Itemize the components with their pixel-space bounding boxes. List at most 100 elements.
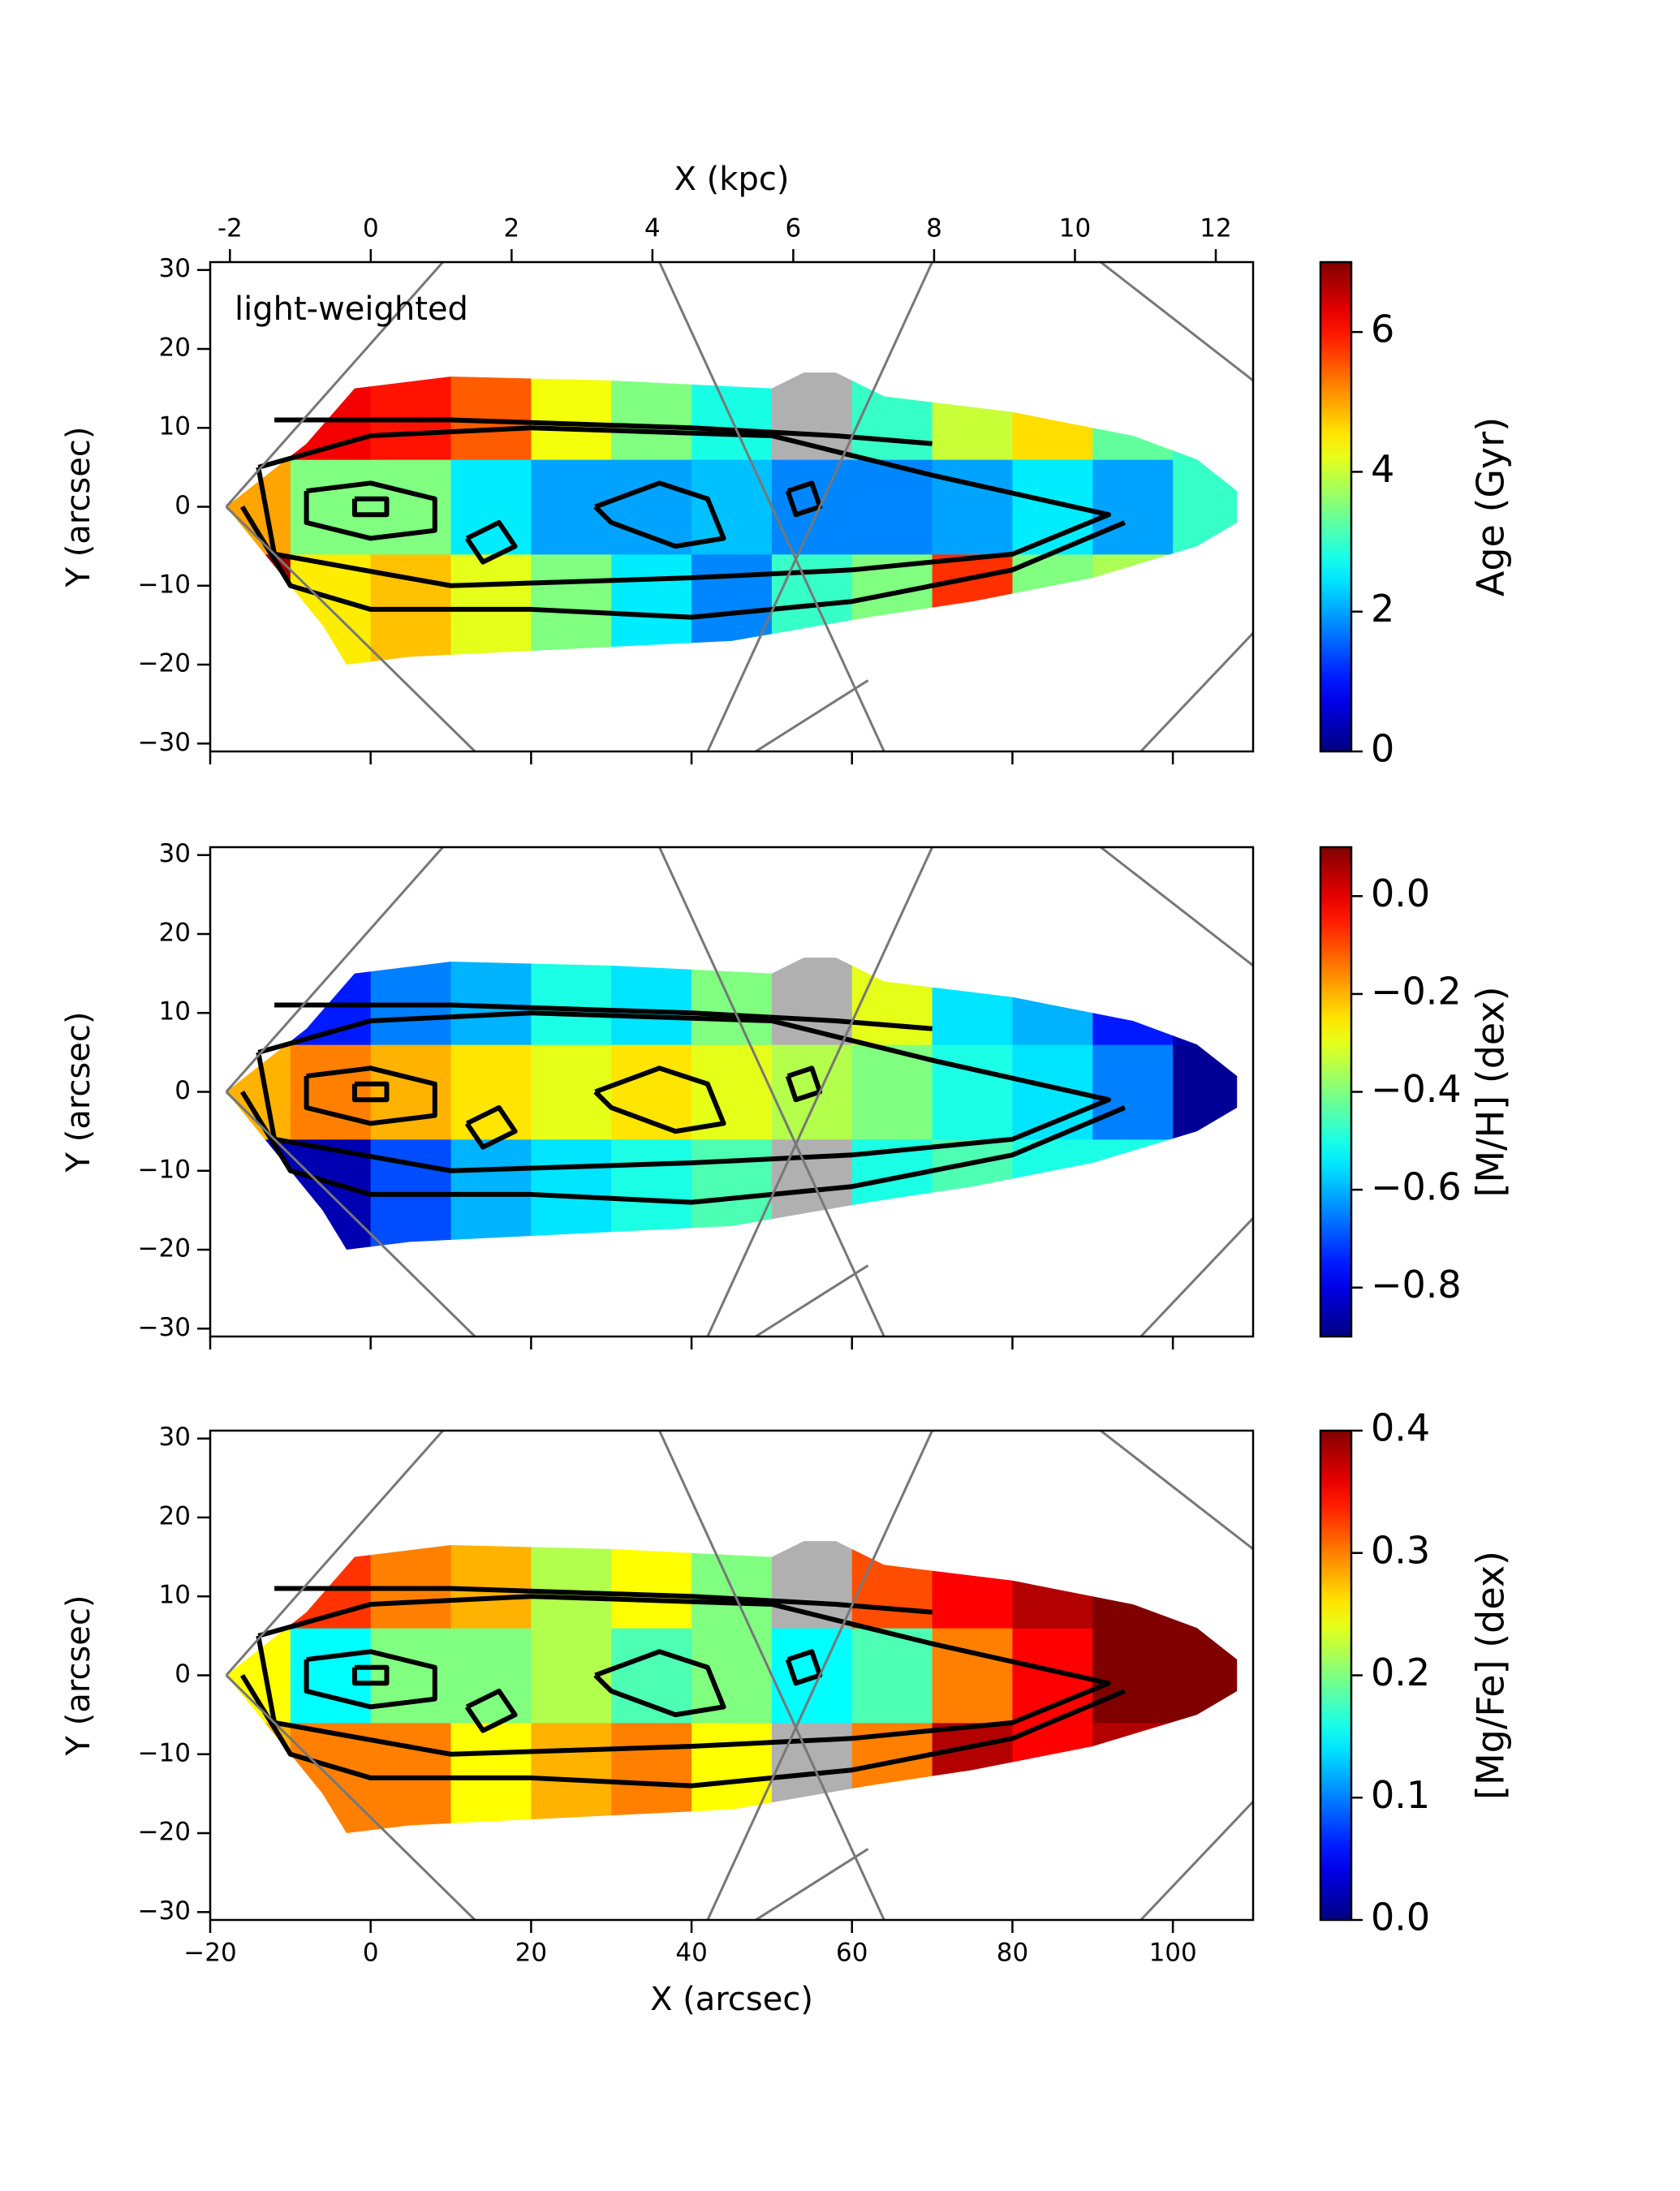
voronoi-bin	[611, 1541, 692, 1629]
colorbar-tick-label: −0.6	[1371, 1165, 1462, 1209]
pointing-edge	[658, 847, 885, 1337]
pointing-edge	[1100, 847, 1253, 967]
voronoi-bin	[691, 1044, 773, 1140]
pointing-edge	[1139, 632, 1253, 751]
pointing-edge	[225, 1674, 476, 1920]
voronoi-bin	[1092, 958, 1174, 1045]
voronoi-bin	[226, 1541, 291, 1629]
voronoi-bin	[370, 459, 452, 555]
y-tick-label: 30	[159, 254, 191, 283]
y-axis-label: Y (arcsec)	[60, 1012, 97, 1173]
voronoi-bin	[1092, 372, 1174, 460]
pointing-edge	[706, 847, 933, 1337]
y-tick-label: 0	[174, 491, 191, 520]
voronoi-bin	[450, 1541, 532, 1629]
x2-tick-label: 10	[1059, 214, 1091, 243]
voronoi-bin	[370, 372, 452, 460]
contours	[225, 847, 1253, 1337]
y-tick-label: 10	[159, 412, 191, 441]
voronoi-bin	[1092, 459, 1174, 555]
contour	[351, 496, 390, 518]
bins	[226, 958, 1238, 1250]
voronoi-bin	[1092, 1044, 1174, 1140]
pointing-edge	[755, 1848, 869, 1920]
y-tick-label: 20	[159, 918, 191, 947]
x2-tick-label: 0	[363, 214, 379, 243]
voronoi-bin	[531, 958, 612, 1045]
y-tick-label: −10	[138, 1155, 191, 1184]
y-tick-label: 0	[174, 1659, 191, 1689]
pointing-edge	[1100, 1431, 1253, 1551]
voronoi-bin	[691, 1541, 773, 1629]
voronoi-bin	[932, 1044, 1013, 1140]
voronoi-bin	[1173, 958, 1238, 1045]
voronoi-bin	[851, 459, 933, 555]
contour	[304, 480, 437, 541]
voronoi-bin	[226, 958, 291, 1045]
voronoi-bin	[1173, 1628, 1238, 1724]
voronoi-bin	[1173, 553, 1238, 665]
bins	[226, 1541, 1238, 1834]
colorbar-tick-label: 0.3	[1371, 1528, 1430, 1572]
x-tick-label: −20	[183, 1939, 236, 1968]
x-tick-label: 40	[675, 1939, 707, 1968]
voronoi-bin	[611, 1628, 692, 1724]
contour	[256, 1594, 1112, 1757]
voronoi-bin	[932, 459, 1013, 555]
contour	[464, 1688, 518, 1733]
contour	[256, 425, 1112, 588]
contour	[593, 1649, 726, 1718]
colorbar	[1319, 1429, 1353, 1922]
y-tick-label: 20	[159, 333, 191, 362]
voronoi-bin	[290, 1628, 372, 1724]
voronoi-bin	[1173, 459, 1238, 555]
colorbar-tick-label: 6	[1371, 308, 1394, 351]
contour	[256, 1010, 1112, 1173]
voronoi-bin	[1092, 1628, 1174, 1724]
panel: −30 −20 −10 0 10 20 30 Y (arcsec) 0.0 −0.2 −0.4 −0.…	[60, 839, 1513, 1349]
colorbar-tick-label: 0	[1371, 727, 1394, 771]
contour	[593, 1065, 726, 1134]
panel: −30 −20 −10 0 10 20 30 −20 0 20 40 60 80 100 X (arcsec…	[60, 1406, 1513, 2019]
voronoi-bin	[1092, 1541, 1174, 1629]
contour	[304, 1065, 437, 1126]
voronoi-bin	[1173, 372, 1238, 460]
y-tick-label: −10	[138, 1738, 191, 1767]
voronoi-bin	[611, 553, 692, 665]
voronoi-bin	[531, 1541, 612, 1629]
x2-tick-label: 6	[786, 214, 802, 243]
x2-tick-label: 4	[644, 214, 661, 243]
voronoi-bin	[450, 372, 532, 460]
colorbar-tick-label: 0.0	[1371, 1896, 1430, 1939]
colorbar-tick-label: −0.2	[1371, 969, 1462, 1013]
pointing-edge	[1139, 1217, 1253, 1337]
voronoi-bin	[450, 958, 532, 1045]
x-axis-label: X (arcsec)	[650, 1981, 813, 2018]
voronoi-bin	[1012, 372, 1093, 460]
x2-tick-label: 2	[503, 214, 519, 243]
pointing-edge	[658, 1431, 885, 1920]
y-tick-label: −20	[138, 1234, 191, 1263]
voronoi-bin	[450, 459, 532, 555]
y-tick-label: −10	[138, 570, 191, 599]
voronoi-bin	[226, 372, 291, 460]
colorbar-label: [M/H] (dex)	[1469, 986, 1513, 1197]
pointing-edge	[225, 1091, 476, 1337]
x-tick-label: 80	[997, 1939, 1028, 1968]
contour	[304, 1649, 437, 1710]
x-tick-label: 100	[1149, 1939, 1197, 1968]
voronoi-bin	[1173, 1044, 1238, 1140]
voronoi-bin	[1173, 1541, 1238, 1629]
y-axis-label: Y (arcsec)	[60, 427, 97, 588]
contour	[464, 519, 518, 565]
colorbar-tick-label: −0.4	[1371, 1067, 1462, 1111]
voronoi-bin	[1173, 1722, 1238, 1834]
voronoi-bin	[851, 1541, 933, 1629]
voronoi-bin	[1012, 553, 1093, 665]
colorbar-tick-label: −0.8	[1371, 1263, 1462, 1306]
voronoi-bin	[611, 1722, 692, 1834]
pointing-edge	[225, 1431, 444, 1677]
voronoi-bin	[1092, 1722, 1174, 1834]
colorbar-tick-label: 0.0	[1371, 872, 1430, 915]
